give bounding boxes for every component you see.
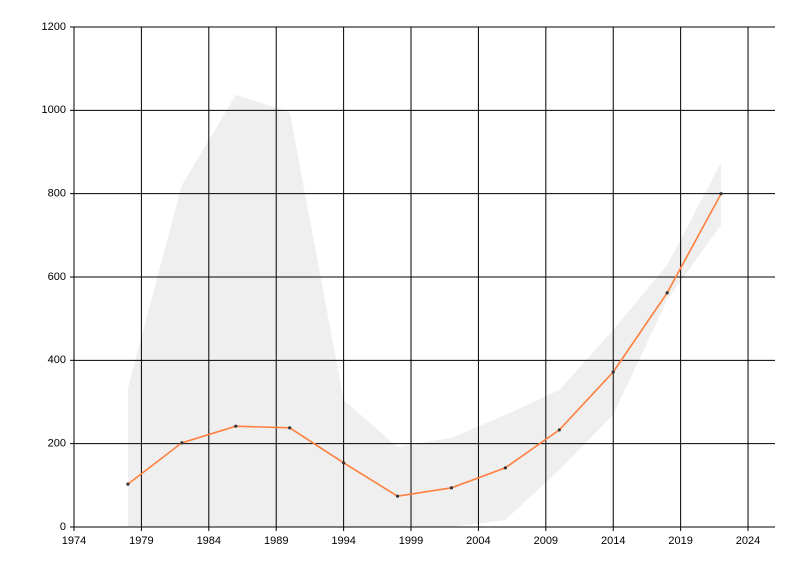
y-tick-label: 400 (48, 354, 66, 366)
x-tick-label: 1994 (331, 535, 355, 547)
y-tick-label: 800 (48, 188, 66, 200)
y-tick-label: 200 (48, 438, 66, 450)
x-tick-label: 1984 (197, 535, 221, 547)
point (395, 494, 400, 498)
x-tick-label: 2009 (534, 535, 558, 547)
point (288, 426, 292, 430)
x-tick-label: 1989 (264, 535, 288, 547)
point (126, 482, 130, 486)
point (342, 461, 346, 465)
point (611, 370, 615, 374)
line (127, 193, 722, 498)
confidence-band (127, 94, 722, 528)
x-tick-label: 2019 (668, 535, 692, 547)
point (719, 192, 723, 196)
x-tick-label: 1979 (129, 535, 153, 547)
point (234, 424, 238, 428)
x-tick-label: 2024 (736, 535, 760, 547)
point (665, 291, 669, 295)
x-tick-label: 1999 (399, 535, 423, 547)
y-tick-label: 600 (48, 271, 66, 283)
y-tick-label: 1200 (42, 21, 66, 33)
point (557, 428, 561, 432)
y-tick-label: 1000 (42, 104, 66, 116)
x-tick-label: 1974 (62, 535, 86, 547)
point (180, 441, 184, 445)
x-tick-label: 2004 (466, 535, 490, 547)
point (503, 466, 507, 470)
x-tick-label: 2014 (601, 535, 625, 547)
y-tick-label: 0 (60, 521, 66, 533)
point (449, 486, 454, 490)
